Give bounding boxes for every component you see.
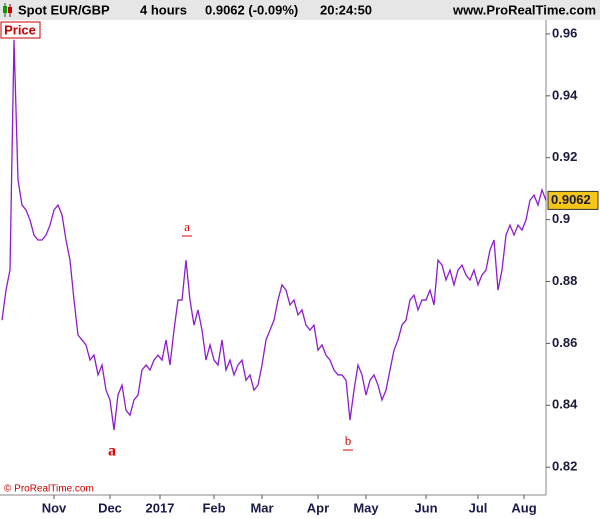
y-tick-label: 0.9: [552, 211, 570, 226]
candle-icon: [3, 3, 12, 17]
legend-label: Price: [4, 22, 36, 37]
y-tick-label: 0.84: [552, 397, 578, 412]
plot-area: [0, 20, 546, 495]
header-bar: [0, 0, 600, 20]
symbol: Spot EUR/GBP: [18, 2, 110, 17]
x-tick-label: Aug: [511, 500, 536, 515]
annotation: b: [345, 433, 352, 448]
last-price-box: [547, 190, 599, 210]
x-tick-label: Apr: [307, 500, 329, 515]
time: 20:24:50: [320, 2, 372, 17]
y-tick-label: 0.82: [552, 459, 577, 474]
annotation: a: [184, 219, 190, 234]
x-tick-label: Nov: [42, 500, 67, 515]
last-price: 0.9062: [551, 192, 591, 207]
annotation: a: [108, 443, 116, 460]
x-tick-label: 2017: [146, 500, 175, 515]
price-line: [1, 39, 547, 431]
x-tick-label: May: [353, 500, 379, 515]
x-tick-label: Dec: [98, 500, 122, 515]
period: 4 hours: [140, 2, 187, 17]
x-tick-label: Mar: [250, 500, 273, 515]
x-tick-label: Jun: [414, 500, 437, 515]
y-tick-label: 0.86: [552, 335, 577, 350]
x-tick-label: Feb: [202, 500, 225, 515]
x-tick-label: Jul: [469, 500, 488, 515]
y-tick-label: 0.94: [552, 87, 578, 102]
y-tick-label: 0.96: [552, 25, 577, 40]
y-tick-label: 0.88: [552, 273, 577, 288]
y-tick-label: 0.92: [552, 149, 577, 164]
legend-box: [0, 21, 41, 39]
copyright: © ProRealTime.com: [4, 484, 94, 495]
site: www.ProRealTime.com: [452, 2, 596, 17]
quote: 0.9062 (-0.09%): [205, 2, 298, 17]
